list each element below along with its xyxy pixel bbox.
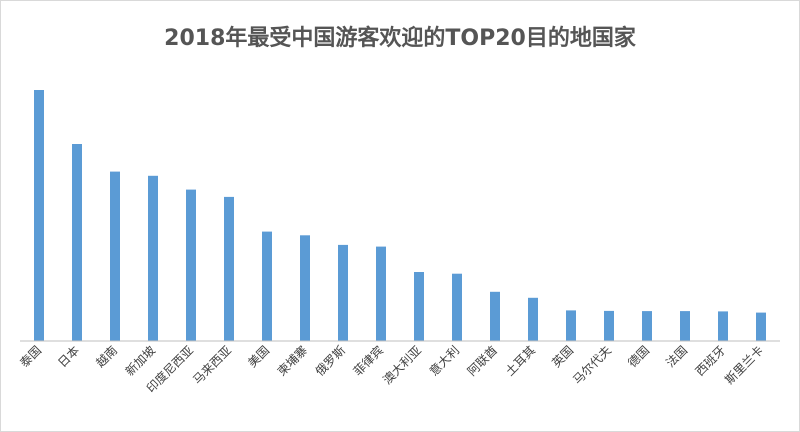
category-label-20: 斯里兰卡 [722,343,766,387]
bar-1 [34,90,44,341]
category-label-13: 阿联酋 [464,343,500,379]
bar-17 [642,311,652,341]
bar-9 [338,244,348,341]
bar-7 [262,231,272,341]
category-label-11: 澳大利亚 [380,343,424,387]
bars-group [34,90,766,341]
category-label-8: 柬埔寨 [274,343,310,379]
chart-title: 2018年最受中国游客欢迎的TOP20目的地国家 [164,26,636,51]
category-label-4: 新加坡 [122,343,158,379]
bar-18 [680,311,690,341]
bar-2 [72,144,82,341]
category-label-16: 马尔代夫 [570,343,615,388]
category-label-2: 日本 [55,343,82,370]
bar-6 [224,196,234,341]
category-label-12: 意大利 [426,343,462,379]
bar-4 [148,175,158,341]
category-label-1: 泰国 [17,343,44,370]
category-labels-group: 泰国 日本 越南 新加坡印度尼西亚马来西亚 美国 柬埔寨 俄罗斯 菲律宾澳大利亚 意大利 阿联酋土… [17,343,766,396]
bar-5 [186,189,196,341]
bar-11 [414,272,424,341]
category-label-19: 西班牙 [693,343,728,378]
category-label-18: 法国 [663,343,690,370]
category-label-14: 土耳其 [503,343,538,378]
bar-3 [110,171,120,341]
bar-15 [566,310,576,341]
category-label-7: 美国 [245,343,272,370]
bar-10 [376,246,386,341]
bar-13 [490,291,500,341]
category-label-15: 英国 [549,343,576,370]
category-label-17: 德国 [625,343,653,371]
category-label-9: 俄罗斯 [313,343,348,378]
category-label-3: 越南 [93,343,121,371]
bar-14 [528,297,538,341]
bar-16 [604,310,614,341]
bar-19 [718,311,728,341]
bar-12 [452,273,462,341]
bar-20 [756,312,766,341]
category-label-6: 马来西亚 [190,343,234,387]
bar-8 [300,235,310,341]
category-label-10: 菲律宾 [350,343,386,379]
